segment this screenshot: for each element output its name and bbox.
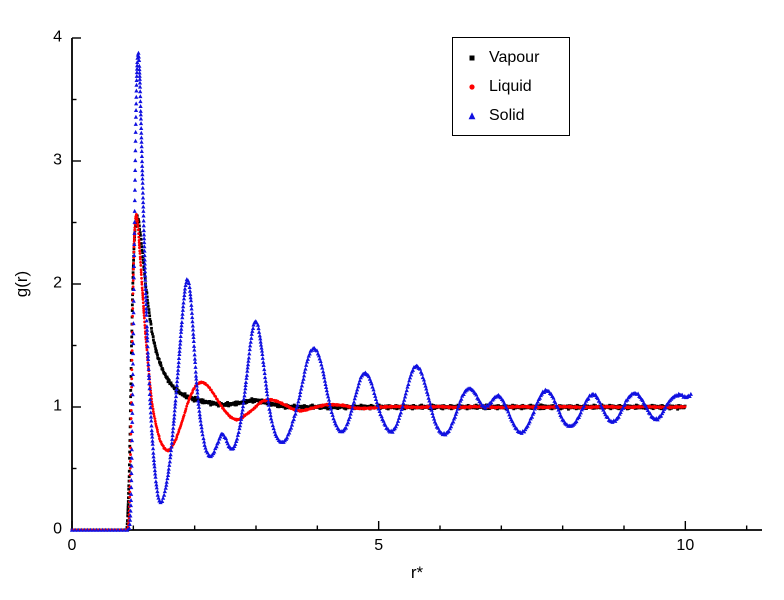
x-axis-label: r* xyxy=(410,563,424,582)
legend-label-liquid: Liquid xyxy=(489,77,532,95)
legend-item-liquid: Liquid xyxy=(464,73,555,100)
legend-item-vapour: Vapour xyxy=(464,44,555,71)
legend-item-solid: Solid xyxy=(464,102,555,129)
circle-marker-icon xyxy=(469,83,475,90)
triangle-marker-icon xyxy=(468,111,476,119)
legend: Vapour Liquid Solid xyxy=(452,37,570,136)
square-marker-icon xyxy=(469,55,475,60)
legend-label-solid: Solid xyxy=(489,106,525,124)
y-axis-label: g(r) xyxy=(12,270,31,298)
legend-label-vapour: Vapour xyxy=(489,48,540,66)
